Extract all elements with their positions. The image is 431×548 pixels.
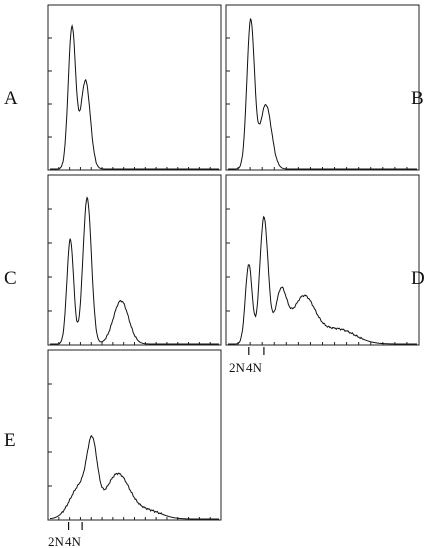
histogram-trace-d (228, 215, 417, 345)
histogram-trace-a (50, 23, 219, 170)
marker-4n-e: 4N (65, 534, 82, 548)
histogram-trace-c (50, 196, 219, 345)
plot-frame-c (47, 174, 222, 346)
marker-2n-e: 2N (48, 534, 65, 548)
histogram-trace-e (49, 435, 219, 520)
plot-frame-a (47, 4, 222, 171)
panel-label-e: E (4, 430, 16, 451)
panel-c (47, 174, 222, 346)
panel-label-b: B (411, 88, 424, 109)
panel-a (47, 4, 222, 171)
panel-label-d: D (411, 268, 425, 289)
panel-d (225, 174, 420, 355)
histogram-trace-b (228, 18, 417, 170)
panel-label-a: A (4, 88, 18, 109)
plot-frame-e (47, 349, 222, 521)
marker-2n-d: 2N (229, 360, 246, 375)
panel-label-c: C (4, 268, 17, 289)
panel-b (225, 4, 420, 171)
marker-4n-d: 4N (246, 360, 263, 375)
panel-e (47, 349, 222, 530)
plot-frame-d (225, 174, 420, 346)
